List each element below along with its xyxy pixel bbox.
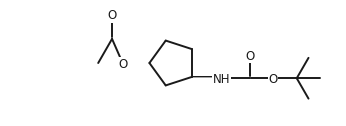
Text: O: O (268, 73, 278, 86)
Text: O: O (245, 50, 254, 63)
Text: O: O (107, 9, 117, 22)
Text: NH: NH (213, 73, 230, 86)
Text: O: O (118, 58, 127, 71)
